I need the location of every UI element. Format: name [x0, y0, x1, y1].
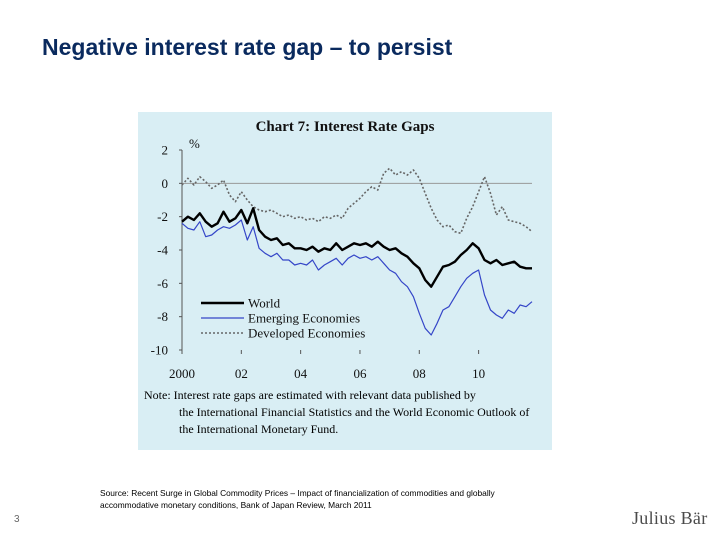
y-axis-unit-label: %: [189, 136, 200, 151]
x-tick-label: 2000: [169, 366, 195, 381]
chart-note-line-2: the International Financial Statistics a…: [179, 405, 530, 436]
x-tick-label: 08: [413, 366, 426, 381]
source-citation: Source: Recent Surge in Global Commodity…: [100, 488, 495, 510]
series-line-emerging-economies: [181, 219, 533, 336]
page-number: 3: [14, 514, 20, 525]
y-tick-label: -4: [157, 243, 168, 258]
chart-title: Chart 7: Interest Rate Gaps: [256, 119, 435, 135]
chart-note-line-1: Note: Interest rate gaps are estimated w…: [144, 388, 476, 402]
y-tick-label: -8: [157, 309, 168, 324]
y-tick-label: -2: [157, 209, 168, 224]
series-line-world: [181, 207, 532, 288]
y-tick-label: -10: [151, 343, 168, 358]
y-tick-label: -6: [157, 276, 168, 291]
chart-panel: Chart 7: Interest Rate Gaps % 2 0 -2 -4 -6 -8…: [138, 112, 552, 450]
x-tick-label: 06: [353, 366, 367, 381]
x-tick-label: 02: [235, 366, 248, 381]
legend-label-emerging-economies: Emerging Economies: [248, 311, 360, 326]
y-tick-label: 0: [162, 176, 169, 191]
legend-label-world: World: [248, 296, 281, 311]
slide-title: Negative interest rate gap – to persist: [42, 34, 453, 60]
interest-rate-gap-chart: Chart 7: Interest Rate Gaps % 2 0 -2 -4 -6 -8…: [151, 119, 533, 381]
julius-baer-logo: Julius Bär: [632, 508, 708, 528]
series-line-developed-economies: [181, 167, 533, 235]
legend-label-developed-economies: Developed Economies: [248, 326, 365, 341]
y-tick-label: 2: [162, 143, 169, 158]
x-tick-label: 04: [294, 366, 308, 381]
chart-note: Note: Interest rate gaps are estimated w…: [144, 387, 546, 438]
x-tick-label: 10: [472, 366, 485, 381]
